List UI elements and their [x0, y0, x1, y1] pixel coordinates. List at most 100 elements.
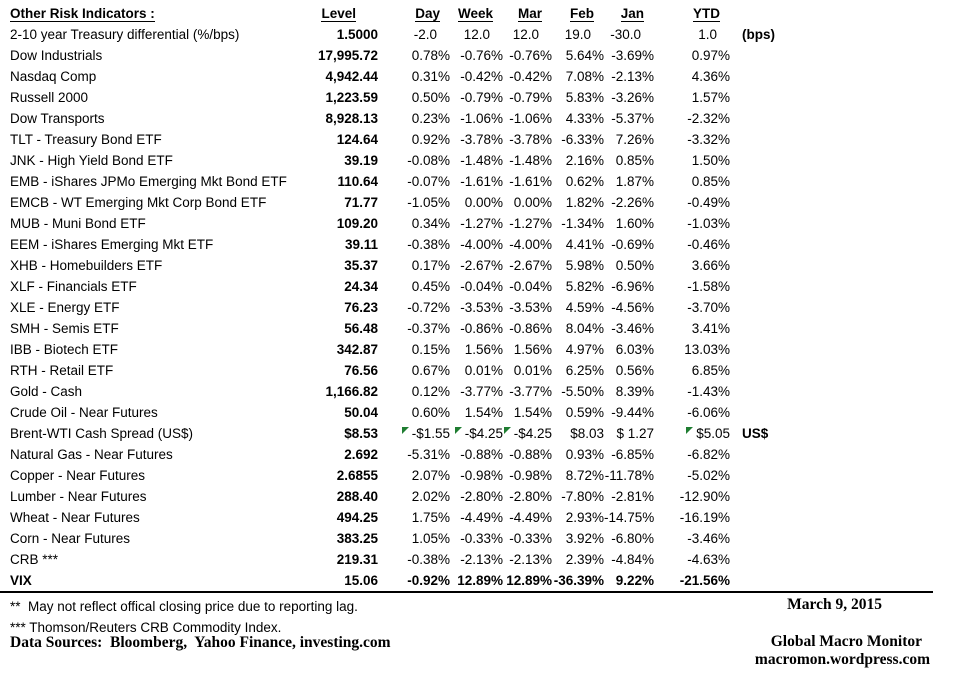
- cell-mar: -1.61%: [509, 174, 552, 189]
- cell-level: 219.31: [336, 552, 378, 567]
- cell-unit-note: [730, 276, 961, 297]
- cell-unit-note: [730, 255, 961, 276]
- cell-indicator-label: RTH - Retail ETF: [10, 363, 114, 378]
- table-row: Natural Gas - Near Futures 2.692 -5.31% -0.…: [0, 444, 961, 465]
- cell-unit-note: [730, 192, 961, 213]
- cell-indicator-label: MUB - Muni Bond ETF: [10, 216, 146, 231]
- cell-level: 109.20: [336, 216, 378, 231]
- cell-day: -$1.55: [378, 423, 450, 444]
- cell-level: 17,995.72: [317, 48, 378, 63]
- cell-ytd: -1.58%: [687, 279, 730, 294]
- cell-week: -$4.25: [450, 423, 503, 444]
- table-row: SMH - Semis ETF 56.48 -0.37% -0.86% -0.86% 8.…: [0, 318, 961, 339]
- cell-indicator-label: XHB - Homebuilders ETF: [10, 258, 163, 273]
- table-row: JNK - High Yield Bond ETF 39.19 -0.08% -1.4…: [0, 150, 961, 171]
- cell-feb: 0.59%: [565, 405, 604, 420]
- cell-feb: 4.41%: [565, 237, 604, 252]
- cell-indicator-label: VIX: [10, 573, 32, 588]
- cell-ytd: -12.90%: [679, 489, 730, 504]
- column-header-day: Day: [415, 6, 440, 22]
- cell-indicator-label: Wheat - Near Futures: [10, 510, 140, 525]
- cell-ytd: $5.05: [654, 423, 730, 444]
- cell-jan: 0.56%: [615, 363, 654, 378]
- cell-ytd: -0.49%: [687, 195, 730, 210]
- cell-mar: 0.01%: [513, 363, 552, 378]
- cell-level: 39.19: [344, 153, 378, 168]
- cell-mar: 1.54%: [513, 405, 552, 420]
- cell-jan: 1.87%: [615, 174, 654, 189]
- cell-week: 0.00%: [464, 195, 503, 210]
- cell-level: 1.5000: [336, 27, 378, 42]
- indicator-table: Other Risk Indicators : Level Day Week M…: [0, 3, 961, 591]
- cell-day: 0.12%: [411, 384, 450, 399]
- column-header-mar: Mar: [517, 6, 542, 22]
- cell-level: 15.06: [344, 573, 378, 588]
- cell-jan: 0.85%: [615, 153, 654, 168]
- cell-day: 0.45%: [411, 279, 450, 294]
- cell-jan: -3.46%: [611, 321, 654, 336]
- cell-indicator-label: TLT - Treasury Bond ETF: [10, 132, 162, 147]
- cell-feb: 4.59%: [565, 300, 604, 315]
- cell-mar: -4.49%: [509, 510, 552, 525]
- cell-ytd: -6.06%: [687, 405, 730, 420]
- cell-mar: 12.89%: [506, 573, 552, 588]
- cell-unit-note: [730, 381, 961, 402]
- cell-indicator-label: Copper - Near Futures: [10, 468, 146, 483]
- cell-day: -0.92%: [407, 573, 450, 588]
- cell-jan: $ 1.27: [616, 426, 654, 441]
- cell-feb: -36.39%: [553, 573, 604, 588]
- table-row: CRB *** 219.31 -0.38% -2.13% -2.13% 2.39% -4.8…: [0, 549, 961, 570]
- column-header-jan: Jan: [620, 6, 644, 22]
- cell-ytd: 0.85%: [691, 174, 730, 189]
- cell-week: 12.0: [463, 27, 490, 42]
- cell-week: -0.76%: [460, 48, 503, 63]
- cell-unit-note: [730, 444, 961, 465]
- table-row: Nasdaq Comp 4,942.44 0.31% -0.42% -0.42% 7.08…: [0, 66, 961, 87]
- cell-indicator-label: EMCB - WT Emerging Mkt Corp Bond ETF: [10, 195, 267, 210]
- cell-unit-note: [730, 297, 961, 318]
- cell-unit-note: US$: [742, 426, 769, 441]
- table-title: Other Risk Indicators :: [10, 6, 155, 22]
- cell-unit-note: [730, 528, 961, 549]
- cell-week: 1.56%: [464, 342, 503, 357]
- indicator-table-body: 2-10 year Treasury differential (%/bps) 1…: [0, 24, 961, 591]
- cell-ytd: -1.03%: [687, 216, 730, 231]
- cell-jan: 9.22%: [615, 573, 654, 588]
- cell-indicator-label: Lumber - Near Futures: [10, 489, 147, 504]
- cell-jan: -6.96%: [611, 279, 654, 294]
- cell-day: 0.92%: [411, 132, 450, 147]
- cell-indicator-label: EEM - iShares Emerging Mkt ETF: [10, 237, 214, 252]
- cell-mar: -3.53%: [509, 300, 552, 315]
- column-header-spacer: [730, 3, 961, 24]
- cell-jan: 6.03%: [615, 342, 654, 357]
- cell-jan: -11.78%: [604, 468, 654, 483]
- cell-indicator-label: Russell 2000: [10, 90, 89, 105]
- cell-week: -0.04%: [460, 279, 503, 294]
- table-row: RTH - Retail ETF 76.56 0.67% 0.01% 0.01% 6.25…: [0, 360, 961, 381]
- cell-feb: 4.97%: [565, 342, 604, 357]
- cell-week: -1.48%: [460, 153, 503, 168]
- cell-feb: 2.93%: [565, 510, 604, 525]
- cell-level: 494.25: [336, 510, 378, 525]
- cell-jan: -3.26%: [611, 90, 654, 105]
- cell-day: 0.31%: [411, 69, 450, 84]
- column-header-feb: Feb: [569, 6, 594, 22]
- cell-indicator-label: Dow Transports: [10, 111, 105, 126]
- cell-week: -0.86%: [460, 321, 503, 336]
- cell-week: -0.33%: [460, 531, 503, 546]
- cell-day: 0.67%: [411, 363, 450, 378]
- cell-unit-note: [730, 150, 961, 171]
- cell-jan: 1.60%: [615, 216, 654, 231]
- cell-unit-note: [730, 318, 961, 339]
- cell-jan: -0.69%: [611, 237, 654, 252]
- cell-ytd: -0.46%: [687, 237, 730, 252]
- cell-level: 71.77: [344, 195, 378, 210]
- cell-feb: -7.80%: [561, 489, 604, 504]
- cell-feb: 5.83%: [565, 90, 604, 105]
- table-row: Dow Transports 8,928.13 0.23% -1.06% -1.06% 4…: [0, 108, 961, 129]
- cell-ytd: -16.19%: [679, 510, 730, 525]
- cell-feb: 2.16%: [565, 153, 604, 168]
- table-row: IBB - Biotech ETF 342.87 0.15% 1.56% 1.56% 4.…: [0, 339, 961, 360]
- cell-level: 2.6855: [336, 468, 378, 483]
